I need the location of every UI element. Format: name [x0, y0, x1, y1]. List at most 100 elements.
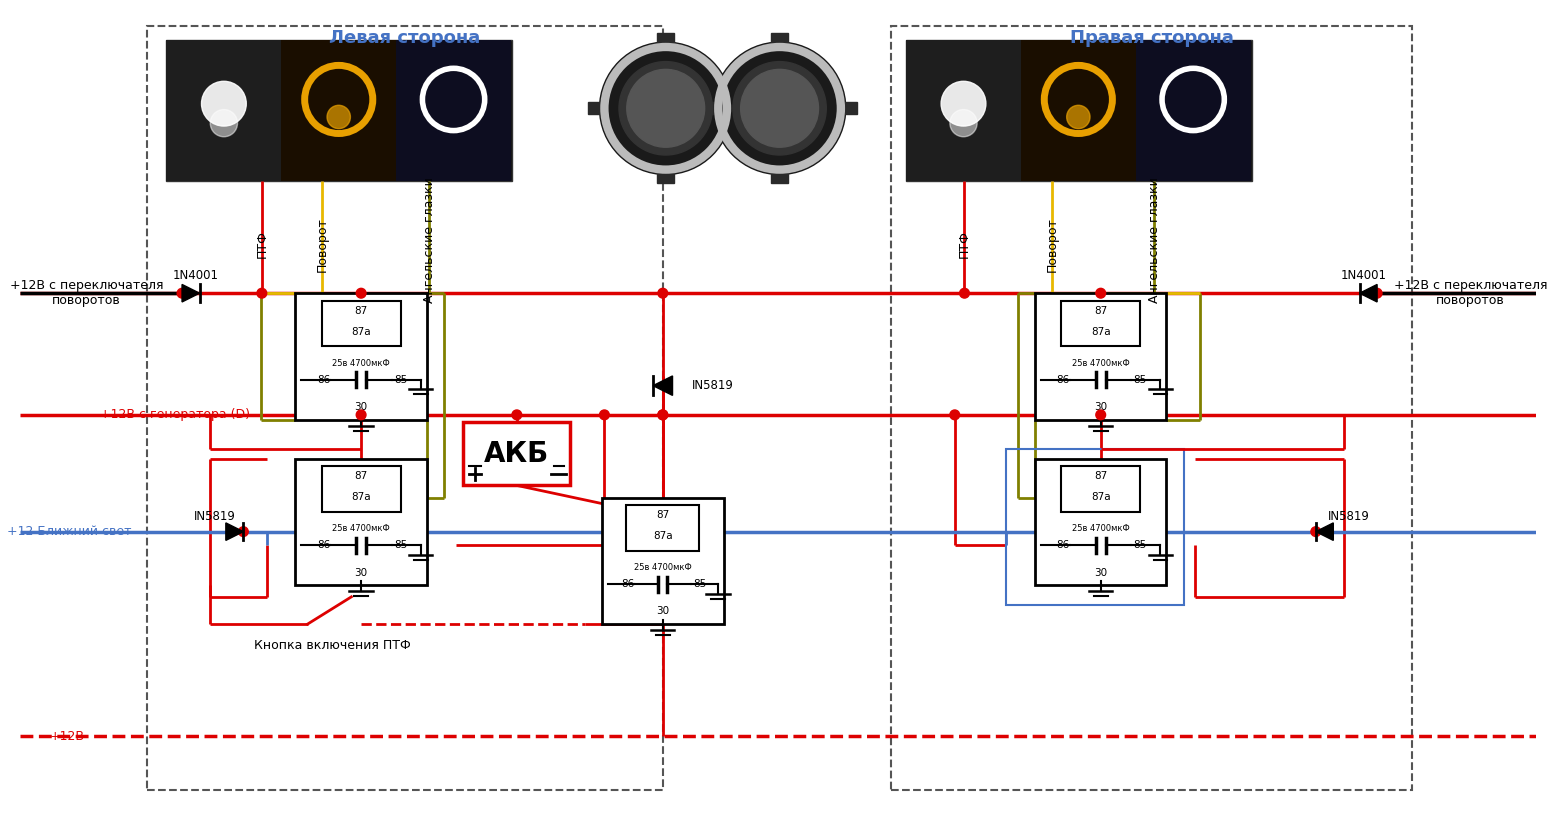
- Text: 25в 4700мкФ: 25в 4700мкФ: [634, 563, 691, 572]
- Text: 86: 86: [318, 375, 330, 385]
- Text: Поворот: Поворот: [316, 217, 329, 272]
- Bar: [322, 466, 400, 512]
- Text: +12В с переключателя
поворотов: +12В с переключателя поворотов: [1394, 279, 1548, 307]
- Circle shape: [1311, 527, 1320, 536]
- Bar: [1035, 459, 1166, 585]
- Text: 87: 87: [355, 471, 367, 482]
- Text: 30: 30: [355, 402, 367, 412]
- Text: 87: 87: [655, 510, 670, 520]
- Text: +12В с генератора (D): +12В с генератора (D): [100, 409, 251, 421]
- Circle shape: [659, 410, 668, 419]
- Bar: [771, 171, 788, 183]
- Circle shape: [620, 61, 713, 155]
- Text: ПТФ: ПТФ: [255, 231, 268, 259]
- Text: +12В с переключателя
поворотов: +12В с переключателя поворотов: [9, 279, 163, 307]
- Bar: [1021, 40, 1135, 181]
- Circle shape: [950, 410, 959, 419]
- Text: 86: 86: [1057, 375, 1070, 385]
- Text: +12 Ближний свет: +12 Ближний свет: [6, 525, 131, 538]
- Bar: [395, 40, 511, 181]
- Bar: [167, 40, 282, 181]
- Text: АКБ: АКБ: [484, 440, 550, 468]
- Bar: [1062, 466, 1140, 512]
- Bar: [1006, 449, 1183, 604]
- Bar: [702, 102, 719, 114]
- Text: 30: 30: [1095, 402, 1107, 412]
- Bar: [626, 505, 699, 550]
- Bar: [839, 102, 858, 114]
- Circle shape: [1372, 288, 1383, 298]
- Text: 85: 85: [1133, 375, 1146, 385]
- Circle shape: [659, 410, 668, 419]
- Circle shape: [599, 42, 732, 174]
- Circle shape: [1067, 106, 1090, 129]
- Text: 86: 86: [1057, 541, 1070, 550]
- Text: 87а: 87а: [352, 327, 371, 337]
- Polygon shape: [652, 376, 673, 396]
- Text: ПТФ: ПТФ: [958, 231, 972, 259]
- Text: 87а: 87а: [1091, 492, 1110, 502]
- Bar: [726, 102, 744, 114]
- Text: 86: 86: [621, 579, 634, 589]
- Polygon shape: [1316, 523, 1333, 541]
- Text: 1N4001: 1N4001: [1341, 269, 1386, 283]
- Circle shape: [512, 410, 522, 419]
- Circle shape: [741, 70, 819, 147]
- Circle shape: [210, 110, 238, 137]
- Bar: [146, 25, 663, 790]
- Text: +12В: +12В: [50, 730, 84, 743]
- Bar: [906, 40, 1021, 181]
- Text: 87: 87: [355, 305, 367, 316]
- Text: 30: 30: [355, 568, 367, 577]
- Text: 87а: 87а: [652, 532, 673, 541]
- Text: 86: 86: [318, 541, 330, 550]
- Text: 87а: 87а: [352, 492, 371, 502]
- Text: 25в 4700мкФ: 25в 4700мкФ: [1071, 359, 1129, 368]
- Bar: [657, 34, 674, 45]
- Circle shape: [713, 42, 845, 174]
- Circle shape: [959, 288, 970, 298]
- Text: Поворот: Поворот: [1046, 217, 1059, 272]
- Bar: [589, 102, 606, 114]
- Text: 25в 4700мкФ: 25в 4700мкФ: [1071, 524, 1129, 533]
- Polygon shape: [226, 523, 243, 541]
- Bar: [167, 40, 512, 181]
- Circle shape: [950, 110, 978, 137]
- Bar: [464, 422, 570, 486]
- Text: 85: 85: [1133, 541, 1146, 550]
- Bar: [603, 498, 724, 624]
- Bar: [296, 293, 427, 419]
- Text: 1N4001: 1N4001: [173, 269, 218, 283]
- Circle shape: [659, 288, 668, 298]
- Circle shape: [627, 70, 705, 147]
- Text: IN5819: IN5819: [195, 509, 237, 523]
- Text: 87а: 87а: [1091, 327, 1110, 337]
- Polygon shape: [182, 284, 199, 302]
- Circle shape: [177, 288, 187, 298]
- Circle shape: [1096, 410, 1105, 419]
- Circle shape: [940, 81, 986, 126]
- Polygon shape: [1359, 284, 1376, 302]
- Text: 85: 85: [693, 579, 707, 589]
- Text: Правая сторона: Правая сторона: [1070, 29, 1233, 48]
- Bar: [282, 40, 395, 181]
- Text: Левая сторона: Левая сторона: [329, 29, 481, 48]
- Text: 85: 85: [394, 375, 406, 385]
- Bar: [322, 301, 400, 346]
- Text: IN5819: IN5819: [691, 379, 733, 392]
- Circle shape: [257, 288, 266, 298]
- Bar: [1135, 40, 1250, 181]
- Circle shape: [201, 81, 246, 126]
- Bar: [1062, 301, 1140, 346]
- Text: 30: 30: [1095, 568, 1107, 577]
- Circle shape: [599, 410, 609, 419]
- Bar: [892, 25, 1412, 790]
- Text: Ангельские глазки: Ангельские глазки: [424, 177, 436, 302]
- Text: 25в 4700мкФ: 25в 4700мкФ: [332, 524, 389, 533]
- Text: 85: 85: [394, 541, 406, 550]
- Text: Кнопка включения ПТФ: Кнопка включения ПТФ: [254, 639, 411, 652]
- Bar: [657, 171, 674, 183]
- Text: 30: 30: [655, 606, 670, 617]
- Circle shape: [238, 527, 248, 536]
- Circle shape: [357, 410, 366, 419]
